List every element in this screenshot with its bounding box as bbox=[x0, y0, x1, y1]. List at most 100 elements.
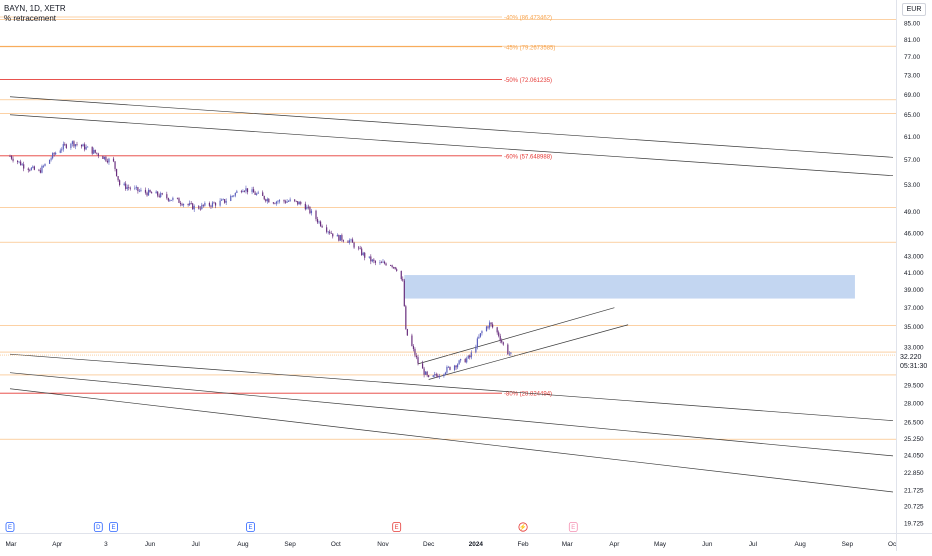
candle-body bbox=[288, 201, 290, 202]
candle-body bbox=[157, 191, 159, 196]
candle-body bbox=[350, 239, 352, 241]
candle-body bbox=[169, 200, 171, 201]
candle-body bbox=[211, 202, 214, 207]
event-letter: ⚡ bbox=[519, 523, 526, 531]
price-tick-label: 20.725 bbox=[904, 504, 924, 511]
candle-body bbox=[39, 170, 42, 173]
candle-body bbox=[97, 153, 99, 156]
candle-body bbox=[199, 208, 201, 210]
symbol-legend[interactable]: BAYN, 1D, XETR bbox=[4, 4, 66, 13]
candle-body bbox=[224, 199, 226, 203]
candle-body bbox=[507, 344, 509, 355]
price-tick-label: 49.00 bbox=[904, 209, 920, 216]
candle-body bbox=[252, 189, 255, 193]
event-badge[interactable]: E bbox=[5, 522, 15, 532]
candle-body bbox=[42, 165, 45, 167]
candle-body bbox=[33, 166, 35, 170]
candle-body bbox=[364, 252, 366, 258]
price-tick-label: 29.500 bbox=[904, 383, 924, 390]
candle-body bbox=[306, 206, 308, 210]
candle-body bbox=[225, 200, 227, 203]
candle-body bbox=[466, 358, 468, 363]
event-badge[interactable]: E bbox=[392, 522, 402, 532]
event-badge[interactable]: E bbox=[246, 522, 255, 532]
candle-body bbox=[304, 203, 306, 210]
candle-body bbox=[458, 360, 460, 365]
candle-body bbox=[283, 200, 285, 202]
candle-body bbox=[254, 192, 256, 195]
candle-body bbox=[380, 262, 383, 264]
event-marker bbox=[392, 522, 402, 532]
event-badge[interactable]: E bbox=[109, 522, 118, 532]
candle-body bbox=[321, 225, 323, 228]
candle-body bbox=[455, 365, 457, 368]
price-axis[interactable]: 85.00 81.00 77.00 73.00 69.00 65.00 61.00 57.00… bbox=[896, 0, 932, 533]
plot-area[interactable]: -40% (86.473462) -45% (79.2673585) -50% (7… bbox=[0, 0, 896, 533]
candle-body bbox=[50, 158, 52, 160]
price-tick-label: 53.00 bbox=[904, 182, 920, 189]
candle-body bbox=[362, 252, 364, 256]
study-legend[interactable]: % retracement bbox=[4, 14, 57, 23]
candle-body bbox=[208, 203, 211, 206]
candle-body bbox=[501, 340, 503, 343]
time-tick-label: Oct bbox=[331, 541, 341, 548]
candle-body bbox=[374, 260, 376, 263]
candle-body bbox=[210, 205, 212, 207]
event-letter: E bbox=[571, 525, 575, 531]
event-badge[interactable]: E bbox=[568, 522, 578, 532]
trendline bbox=[417, 307, 615, 365]
candle-body bbox=[336, 235, 338, 237]
price-tick-label: 43.000 bbox=[904, 254, 924, 261]
price-chart[interactable]: -40% (86.473462) -45% (79.2673585) -50% (7… bbox=[0, 0, 896, 533]
candle-body bbox=[166, 194, 168, 199]
candle-body bbox=[55, 152, 57, 155]
candle-body bbox=[150, 192, 153, 194]
candle-body bbox=[53, 153, 55, 155]
candle-body bbox=[117, 176, 119, 181]
candle-body bbox=[383, 261, 386, 264]
candle-body bbox=[470, 352, 472, 358]
candle-body bbox=[140, 189, 142, 191]
candle-body bbox=[300, 202, 302, 204]
candle-body bbox=[278, 200, 281, 202]
candle-body bbox=[243, 190, 246, 192]
candle-body bbox=[391, 265, 393, 267]
time-tick-label: Jul bbox=[749, 541, 757, 548]
price-tick-label: 24.050 bbox=[904, 453, 924, 460]
fib-label: -45% (79.2673585) bbox=[504, 45, 555, 51]
time-axis[interactable]: Mar Apr 3 Jun Jul Aug Sep Oct Nov Dec 2024 Feb Mar Ap… bbox=[0, 533, 898, 551]
currency-button[interactable]: EUR bbox=[902, 3, 926, 16]
time-tick-label: 3 bbox=[104, 541, 108, 548]
price-tick-label: 77.00 bbox=[904, 54, 920, 61]
time-tick-label: Apr bbox=[609, 541, 620, 548]
candle-body bbox=[498, 332, 500, 336]
candle-body bbox=[201, 204, 203, 210]
time-tick-label: Jun bbox=[145, 541, 156, 548]
candle-body bbox=[502, 342, 504, 345]
candle-body bbox=[233, 195, 235, 197]
event-letter: D bbox=[96, 525, 101, 531]
candle-body bbox=[182, 203, 185, 206]
candle-body bbox=[125, 183, 127, 189]
candle-body bbox=[272, 202, 274, 204]
axis-corner bbox=[896, 533, 932, 551]
candle-body bbox=[327, 231, 329, 233]
bar-countdown: 05:31:30 bbox=[900, 363, 928, 370]
candle-body bbox=[329, 231, 331, 234]
time-tick-label: Apr bbox=[52, 541, 63, 548]
candle-body bbox=[400, 270, 402, 279]
event-badge[interactable]: ⚡ bbox=[518, 522, 528, 532]
candle-body bbox=[44, 163, 46, 166]
time-tick-label: Dec bbox=[423, 541, 435, 548]
candle-body bbox=[155, 191, 157, 194]
price-tick-label: 61.00 bbox=[904, 134, 920, 141]
candle-body bbox=[103, 156, 105, 159]
candle-body bbox=[370, 256, 372, 262]
candle-body bbox=[134, 187, 136, 189]
candle-body bbox=[137, 187, 139, 192]
candle-body bbox=[73, 141, 75, 147]
event-badge[interactable]: D bbox=[93, 522, 103, 532]
candle-body bbox=[414, 348, 416, 356]
candle-body bbox=[158, 195, 160, 197]
candle-body bbox=[371, 259, 373, 262]
